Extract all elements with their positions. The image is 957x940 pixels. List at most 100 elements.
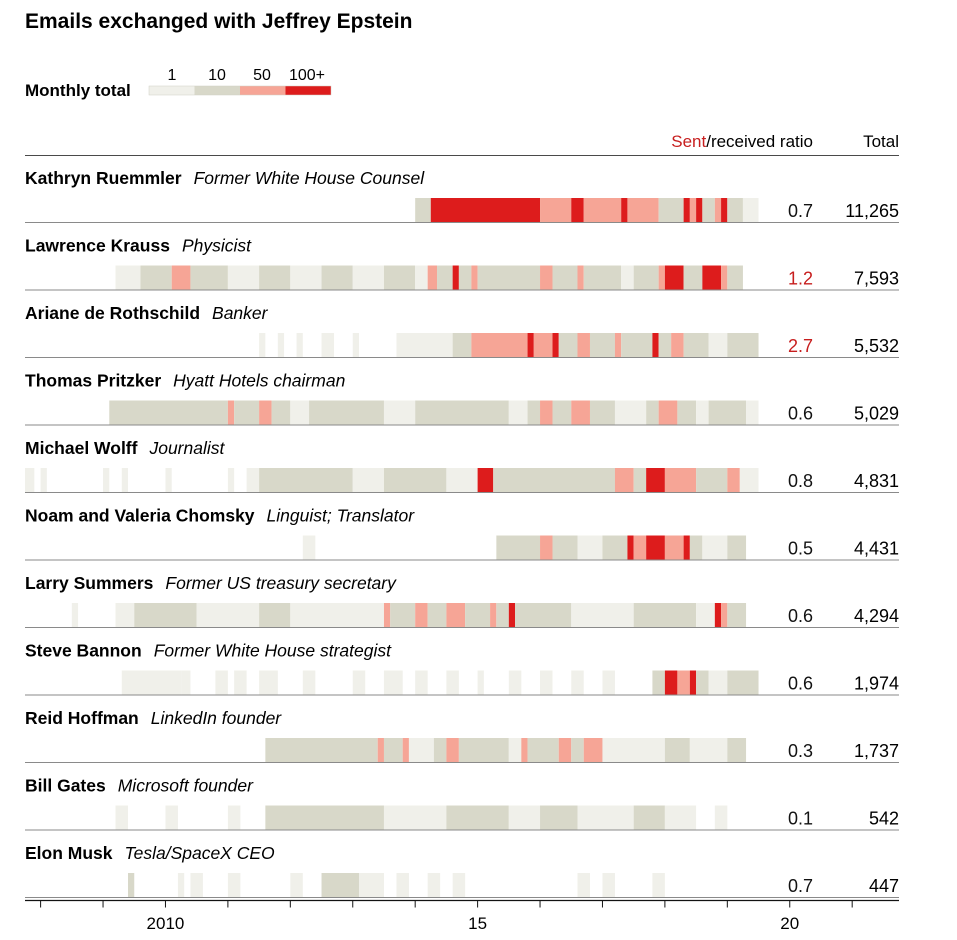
heat-cell: [664, 738, 690, 762]
person-name: Noam and Valeria Chomsky: [25, 506, 255, 526]
heat-cell: [696, 468, 728, 492]
legend-tick-label: 50: [253, 67, 271, 84]
person-name: Michael Wolff: [25, 438, 138, 458]
heat-cell: [446, 670, 459, 695]
heat-cell: [25, 468, 35, 492]
heat-cell: [652, 873, 665, 897]
heat-cell: [739, 468, 759, 492]
heat-cell: [658, 198, 684, 222]
heat-cell: [552, 333, 559, 357]
heat-cell: [602, 670, 615, 695]
heat-cell: [540, 805, 578, 830]
heat-cell: [558, 738, 572, 762]
total-value: 447: [869, 876, 899, 896]
person-role: Banker: [212, 303, 269, 323]
heat-cell: [396, 333, 453, 357]
heat-cell: [708, 400, 747, 425]
heat-cell: [583, 265, 622, 290]
person-label: Ariane de Rothschild Banker: [25, 303, 269, 323]
heat-cell: [446, 738, 459, 762]
heat-cell: [227, 400, 235, 425]
ratio-value: 1.2: [788, 269, 813, 289]
person-role: Journalist: [148, 438, 225, 458]
ratio-value: 0.7: [788, 201, 813, 221]
ratio-value: 0.6: [788, 674, 813, 694]
person-label: Reid Hoffman LinkedIn founder: [25, 708, 282, 728]
heat-cell: [259, 468, 353, 492]
heat-cell: [552, 400, 572, 425]
heat-cell: [689, 738, 728, 762]
person-row: Ariane de Rothschild Banker 2.7 5,532: [25, 303, 899, 358]
heat-cell: [727, 468, 740, 492]
heat-cell: [683, 198, 690, 222]
heat-cell: [683, 265, 703, 290]
heat-cell: [290, 873, 303, 897]
heat-cell: [658, 400, 678, 425]
ratio-value: 2.7: [788, 336, 813, 356]
heat-cell: [627, 535, 634, 560]
heat-cell: [683, 535, 690, 560]
heat-cell: [358, 873, 384, 897]
heat-cell: [271, 400, 291, 425]
person-role: LinkedIn founder: [151, 708, 283, 728]
heat-cell: [196, 603, 260, 627]
heat-cell: [427, 265, 438, 290]
person-row: Larry Summers Former US treasury secretar…: [25, 573, 899, 628]
person-role: Tesla/SpaceX CEO: [125, 843, 276, 863]
heat-cell: [621, 198, 628, 222]
heat-cell: [633, 805, 665, 830]
heat-cell: [109, 400, 228, 425]
heat-cell: [227, 265, 260, 290]
person-label: Michael Wolff Journalist: [25, 438, 226, 458]
heat-cell: [527, 738, 559, 762]
heat-cell: [671, 333, 684, 357]
heat-cell: [727, 738, 747, 762]
total-value: 5,029: [854, 404, 899, 424]
heat-cell: [633, 535, 647, 560]
heat-cell: [446, 603, 466, 627]
heat-cell: [614, 468, 634, 492]
person-row: Steve Bannon Former White House strategis…: [25, 641, 899, 696]
person-role: Microsoft founder: [118, 776, 254, 796]
heat-cell: [352, 333, 359, 357]
heat-cell: [477, 670, 484, 695]
heat-cell: [508, 670, 522, 695]
legend-swatch: [194, 86, 240, 95]
heat-cell: [664, 670, 678, 695]
legend-swatch: [285, 86, 331, 95]
heat-cell: [446, 468, 478, 492]
heat-cell: [552, 265, 578, 290]
heat-cell: [171, 265, 191, 290]
heat-cell: [259, 670, 278, 695]
heat-cell: [664, 805, 697, 830]
person-role: Former White House Counsel: [194, 168, 426, 188]
heat-cell: [540, 198, 572, 222]
heat-cell: [721, 198, 728, 222]
heat-cell: [265, 805, 384, 830]
heat-cell: [265, 738, 378, 762]
heat-cell: [302, 670, 316, 695]
heat-cell: [627, 198, 659, 222]
heat-cell: [521, 738, 528, 762]
heat-cell: [633, 603, 697, 627]
total-value: 4,831: [854, 471, 899, 491]
heat-cell: [621, 265, 634, 290]
legend-tick-label: 100+: [289, 67, 325, 84]
heat-cell: [115, 805, 129, 830]
ratio-value: 0.6: [788, 404, 813, 424]
heat-cell: [415, 265, 428, 290]
heat-cell: [296, 333, 303, 357]
heat-cell: [477, 265, 541, 290]
heat-cell: [458, 265, 472, 290]
heat-cell: [708, 333, 728, 357]
person-name: Larry Summers: [25, 573, 154, 593]
heat-cell: [490, 603, 497, 627]
heat-cell: [577, 265, 584, 290]
heat-cell: [689, 670, 697, 695]
x-axis-label: 2010: [147, 914, 185, 933]
person-row: Thomas Pritzker Hyatt Hotels chairman 0.6 5…: [25, 371, 899, 426]
heat-cell: [702, 535, 728, 560]
ratio-value: 0.1: [788, 809, 813, 829]
heat-cell: [533, 333, 553, 357]
heat-cell: [471, 333, 528, 357]
